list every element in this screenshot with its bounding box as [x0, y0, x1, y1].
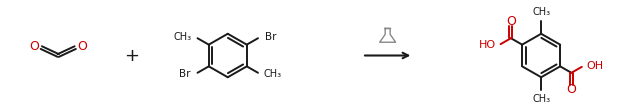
Text: OH: OH — [587, 61, 604, 71]
Text: HO: HO — [478, 40, 495, 50]
Text: O: O — [506, 15, 516, 28]
Text: O: O — [567, 83, 576, 96]
Text: Br: Br — [179, 69, 190, 79]
Text: CH₃: CH₃ — [532, 7, 550, 17]
Text: CH₃: CH₃ — [264, 69, 282, 79]
Text: +: + — [124, 47, 139, 64]
Text: O: O — [29, 40, 39, 53]
Text: CH₃: CH₃ — [532, 94, 550, 104]
Text: Br: Br — [265, 32, 276, 42]
Text: O: O — [78, 40, 87, 53]
Text: CH₃: CH₃ — [174, 32, 192, 42]
